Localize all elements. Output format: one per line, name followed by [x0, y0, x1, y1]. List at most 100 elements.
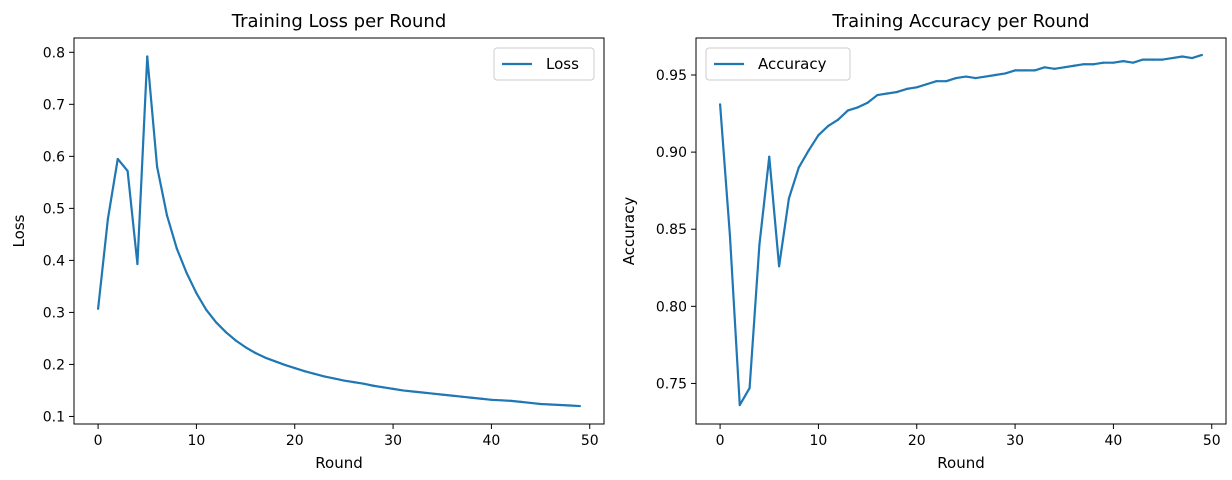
accuracy-data-point	[974, 76, 977, 80]
loss-x-axis-label: Round	[315, 454, 362, 472]
loss-data-point	[460, 395, 464, 398]
accuracy-data-point	[768, 155, 771, 158]
loss-data-point	[264, 356, 267, 359]
accuracy-data-point	[1190, 56, 1194, 60]
loss-y-tick-label: 0.3	[43, 305, 65, 321]
loss-data-point	[214, 321, 218, 324]
accuracy-data-point	[1023, 69, 1027, 72]
loss-data-point	[126, 169, 129, 173]
loss-data-point	[559, 403, 562, 407]
accuracy-y-tick-label: 0.90	[656, 145, 687, 161]
loss-data-point	[254, 351, 257, 355]
loss-chart: Training Loss per Round 0 10 20 30 40 50 0.1 0.2…	[10, 11, 605, 472]
loss-data-point	[362, 382, 365, 385]
loss-data-point	[578, 404, 582, 408]
loss-data-point	[352, 381, 355, 384]
accuracy-data-point	[846, 109, 850, 112]
loss-data-point	[293, 366, 296, 370]
loss-data-point	[372, 384, 375, 387]
accuracy-data-point	[787, 197, 791, 200]
loss-data-point	[519, 400, 523, 403]
loss-data-point	[155, 165, 159, 168]
accuracy-x-tick-label: 50	[1203, 433, 1221, 449]
loss-y-tick-label: 0.1	[43, 409, 65, 425]
loss-data-point	[96, 307, 100, 310]
loss-y-tick-label: 0.6	[43, 149, 65, 165]
loss-data-point	[185, 271, 188, 274]
loss-data-point	[313, 372, 316, 375]
accuracy-x-tick-label: 0	[716, 433, 725, 449]
accuracy-data-point	[905, 87, 909, 90]
loss-data-point	[342, 379, 346, 382]
accuracy-data-point	[954, 76, 958, 80]
accuracy-data-point	[1181, 55, 1184, 58]
loss-data-point	[490, 398, 493, 401]
accuracy-y-axis-label: Accuracy	[620, 197, 638, 266]
accuracy-axes-frame	[695, 37, 1227, 425]
accuracy-legend-box	[705, 47, 851, 81]
loss-x-tick-label: 0	[94, 433, 103, 449]
loss-y-tick-label: 0.8	[43, 45, 65, 61]
accuracy-x-tick-label: 40	[1104, 433, 1122, 449]
accuracy-data-point	[1072, 64, 1076, 67]
accuracy-data-point	[964, 75, 968, 78]
accuracy-x-axis-label: Round	[937, 454, 984, 472]
loss-data-point	[500, 399, 503, 402]
loss-data-point	[529, 401, 532, 405]
loss-data-point	[382, 386, 385, 389]
loss-data-point	[283, 363, 287, 367]
accuracy-data-point	[1151, 58, 1154, 61]
loss-x-tick-label: 10	[188, 433, 206, 449]
loss-legend-box	[493, 47, 595, 81]
accuracy-data-point	[886, 92, 889, 95]
accuracy-data-point	[866, 101, 869, 104]
accuracy-data-point	[1131, 61, 1135, 64]
accuracy-data-point	[836, 118, 840, 121]
accuracy-data-point	[1122, 60, 1125, 63]
accuracy-legend: Accuracy	[705, 47, 851, 81]
loss-data-point	[391, 387, 395, 390]
accuracy-data-point	[758, 243, 761, 246]
loss-data-point	[450, 394, 454, 397]
accuracy-data-point	[817, 134, 820, 137]
accuracy-data-point	[728, 234, 732, 237]
accuracy-y-tick-label: 0.80	[656, 299, 687, 315]
accuracy-data-point	[807, 149, 810, 152]
loss-data-point	[205, 308, 208, 311]
accuracy-data-point	[1171, 56, 1174, 60]
loss-chart-title: Training Loss per Round	[231, 11, 447, 32]
accuracy-data-point	[856, 106, 859, 109]
loss-data-point	[509, 399, 513, 402]
accuracy-data-point	[1112, 61, 1115, 64]
loss-legend: Loss	[493, 47, 595, 81]
loss-data-point	[568, 404, 572, 407]
loss-series-line	[96, 55, 580, 408]
accuracy-legend-label: Accuracy	[758, 55, 827, 73]
accuracy-data-point	[1082, 63, 1086, 66]
loss-data-point	[303, 370, 306, 373]
loss-data-point	[470, 396, 473, 399]
accuracy-data-point	[718, 103, 722, 106]
accuracy-x-tick-label: 10	[810, 433, 828, 449]
loss-data-point	[116, 157, 119, 161]
loss-data-point	[234, 339, 237, 342]
accuracy-data-point	[1102, 61, 1105, 64]
loss-x-tick-label: 40	[482, 433, 500, 449]
loss-data-point	[244, 346, 247, 349]
accuracy-data-point	[935, 80, 938, 83]
accuracy-data-point	[1053, 67, 1056, 70]
accuracy-data-point	[895, 90, 899, 94]
loss-data-point	[539, 402, 542, 406]
loss-data-point	[332, 377, 336, 380]
accuracy-data-point	[1033, 69, 1036, 72]
accuracy-y-tick-label: 0.85	[656, 222, 687, 238]
loss-data-point	[549, 403, 552, 406]
accuracy-y-tick-label: 0.95	[656, 68, 687, 84]
accuracy-data-point	[1013, 69, 1017, 72]
accuracy-data-point	[1161, 58, 1164, 61]
loss-data-point	[146, 55, 149, 58]
accuracy-y-tick-label: 0.75	[656, 376, 687, 392]
loss-y-axis-label: Loss	[10, 214, 28, 247]
